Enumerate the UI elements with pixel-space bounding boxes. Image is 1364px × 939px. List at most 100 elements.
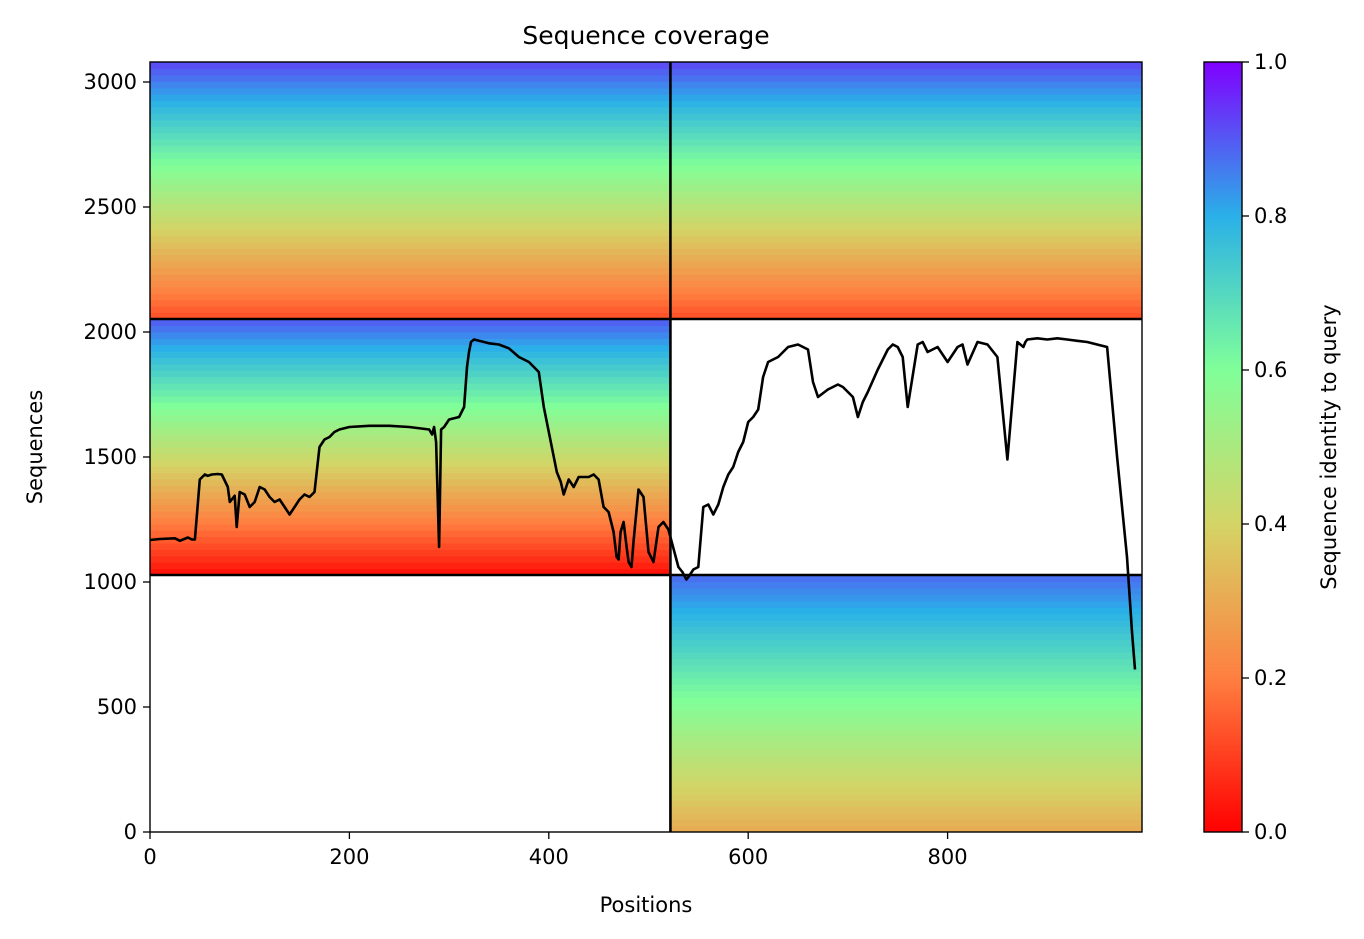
coverage-band	[670, 690, 1142, 698]
coverage-band	[150, 241, 671, 249]
colorbar-ticks: 0.0 0.2 0.4 0.6 0.8 1.0	[1242, 50, 1287, 844]
coverage-band	[150, 216, 671, 224]
coverage-band	[670, 703, 1142, 711]
y-tick-label: 3000	[84, 70, 137, 94]
coverage-band	[670, 767, 1142, 775]
coverage-band	[150, 190, 671, 198]
coverage-band	[670, 177, 1142, 185]
coverage-band	[150, 344, 671, 352]
coverage-band	[150, 274, 671, 282]
coverage-band	[150, 504, 671, 512]
coverage-band	[150, 479, 671, 486]
x-tick-label: 400	[529, 845, 569, 869]
coverage-band	[150, 280, 671, 288]
coverage-band	[670, 587, 1142, 595]
coverage-band	[670, 286, 1142, 294]
coverage-band	[150, 94, 671, 102]
coverage-band	[670, 171, 1142, 179]
coverage-band	[150, 171, 671, 179]
coverage-band	[670, 145, 1142, 153]
colorbar-tick-label: 0.0	[1254, 820, 1287, 844]
coverage-band	[670, 774, 1142, 782]
coverage-band	[150, 408, 671, 416]
coverage-band	[670, 261, 1142, 269]
coverage-band	[150, 370, 671, 378]
y-tick-label: 2500	[84, 195, 137, 219]
coverage-band	[670, 241, 1142, 249]
coverage-band	[150, 184, 671, 192]
coverage-band	[670, 113, 1142, 121]
coverage-band	[150, 549, 671, 557]
coverage-block	[150, 62, 671, 320]
coverage-band	[670, 158, 1142, 166]
coverage-block	[150, 319, 671, 576]
x-tick-label: 0	[143, 845, 156, 869]
coverage-band	[670, 312, 1142, 320]
coverage-band	[150, 562, 671, 570]
coverage-band	[670, 626, 1142, 634]
coverage-band	[670, 722, 1142, 730]
coverage-band	[150, 126, 671, 134]
coverage-band	[670, 196, 1142, 204]
coverage-band	[670, 787, 1142, 795]
coverage-band	[670, 62, 1142, 70]
coverage-band	[670, 619, 1142, 627]
coverage-band	[670, 581, 1142, 589]
coverage-band	[670, 184, 1142, 192]
coverage-band	[150, 286, 671, 294]
coverage-band	[670, 658, 1142, 666]
coverage-band	[150, 312, 671, 320]
coverage-band	[670, 306, 1142, 314]
coverage-band	[670, 209, 1142, 217]
coverage-band	[150, 325, 671, 333]
coverage-band	[150, 536, 671, 544]
coverage-band	[670, 280, 1142, 288]
coverage-band	[670, 235, 1142, 243]
y-axis: 0 500 1000 1500 2000 2500 3000	[84, 70, 150, 844]
coverage-band	[670, 716, 1142, 724]
coverage-band	[150, 254, 671, 262]
coverage-band	[670, 126, 1142, 134]
coverage-band	[150, 293, 671, 301]
coverage-band	[670, 594, 1142, 602]
coverage-band	[670, 94, 1142, 102]
y-tick-label: 2000	[84, 320, 137, 344]
coverage-band	[150, 555, 671, 563]
coverage-band	[150, 383, 671, 390]
coverage-band	[670, 632, 1142, 640]
coverage-band	[150, 267, 671, 275]
coverage-band	[150, 299, 671, 307]
coverage-band	[150, 222, 671, 230]
x-tick-label: 800	[928, 845, 968, 869]
coverage-band	[670, 812, 1142, 820]
coverage-band	[670, 203, 1142, 211]
coverage-band	[670, 106, 1142, 114]
coverage-band	[150, 235, 671, 243]
coverage-band	[670, 684, 1142, 692]
coverage-band	[150, 434, 671, 442]
coverage-blocks	[150, 62, 1142, 832]
coverage-band	[150, 415, 671, 422]
coverage-line	[150, 337, 1137, 670]
colorbar-tick-label: 0.4	[1254, 512, 1287, 536]
coverage-band	[150, 119, 671, 127]
coverage-band	[150, 145, 671, 153]
coverage-band	[670, 151, 1142, 159]
coverage-band	[150, 543, 671, 550]
coverage-band	[150, 402, 671, 410]
coverage-band	[150, 491, 671, 499]
coverage-band	[150, 81, 671, 89]
coverage-band	[150, 158, 671, 166]
coverage-band	[670, 132, 1142, 140]
coverage-band	[150, 427, 671, 435]
coverage-band	[670, 652, 1142, 660]
coverage-band	[670, 600, 1142, 608]
x-axis-label: Positions	[600, 893, 693, 917]
coverage-band	[150, 498, 671, 506]
coverage-block	[670, 575, 1142, 832]
coverage-band	[150, 517, 671, 525]
coverage-band	[670, 139, 1142, 147]
coverage-band	[150, 453, 671, 461]
coverage-band	[670, 613, 1142, 621]
